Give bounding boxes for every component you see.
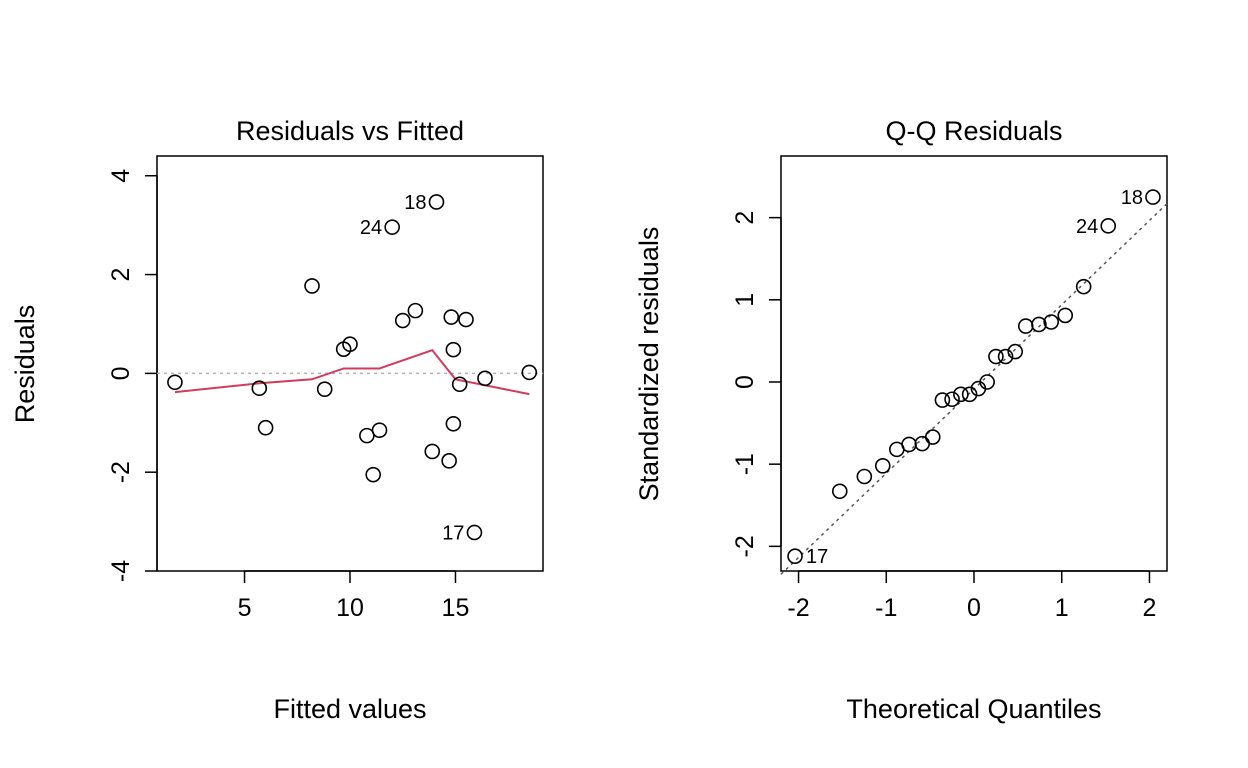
y-tick-label: 2 xyxy=(107,268,135,282)
data-point xyxy=(342,336,358,353)
panel1-points: 24 18 17 xyxy=(167,192,538,544)
data-point xyxy=(934,392,951,408)
data-point xyxy=(997,348,1014,365)
point-label: 17 xyxy=(442,522,464,544)
panel1-title: Residuals vs Fitted xyxy=(236,116,464,146)
x-tick-label: -1 xyxy=(875,594,897,622)
panel2-x-label: Theoretical Quantiles xyxy=(846,694,1101,724)
data-point xyxy=(1145,189,1161,205)
data-point xyxy=(924,429,941,445)
data-point xyxy=(384,219,400,235)
panel2-points: 17 24 18 xyxy=(787,187,1161,568)
data-point xyxy=(365,466,382,483)
panel2-x-axis: -2 -1 0 1 2 xyxy=(787,570,1157,622)
panel2-y-axis: -2 -1 0 1 2 xyxy=(731,211,782,557)
y-tick-label: -2 xyxy=(107,461,135,483)
data-point xyxy=(953,386,969,403)
data-point xyxy=(1007,343,1024,360)
panel1-frame xyxy=(156,155,544,572)
data-point xyxy=(466,524,483,541)
x-tick-label: 15 xyxy=(442,594,470,622)
panel2-y-label: Standardized residuals xyxy=(634,227,664,502)
data-point xyxy=(443,309,460,325)
panel1-smoother-line xyxy=(174,348,530,396)
data-point xyxy=(394,312,411,329)
x-tick-label: 2 xyxy=(1143,594,1157,622)
data-point xyxy=(1075,278,1092,295)
data-point xyxy=(445,415,462,432)
data-point xyxy=(167,374,183,391)
data-point xyxy=(1031,316,1047,333)
data-point xyxy=(874,458,891,474)
data-point xyxy=(477,370,493,387)
panel1-y-label: Residuals xyxy=(10,305,40,424)
data-point xyxy=(451,376,468,393)
data-point xyxy=(304,278,320,294)
y-tick-label: -4 xyxy=(107,560,135,582)
data-point xyxy=(901,436,917,453)
data-point xyxy=(944,391,960,408)
data-point xyxy=(251,380,268,397)
data-point xyxy=(458,311,474,328)
y-tick-label: 4 xyxy=(107,169,135,183)
y-tick-label: 0 xyxy=(731,375,759,389)
data-point xyxy=(856,468,873,485)
point-label: 18 xyxy=(1121,187,1143,209)
point-label: 24 xyxy=(1076,216,1098,238)
data-point xyxy=(1017,318,1034,334)
y-tick-label: 0 xyxy=(107,366,135,380)
x-tick-label: 0 xyxy=(967,594,981,622)
panel2-title: Q-Q Residuals xyxy=(885,116,1062,146)
data-point xyxy=(831,483,848,500)
data-point xyxy=(521,364,538,381)
x-tick-label: 10 xyxy=(336,594,364,622)
data-point xyxy=(441,453,457,469)
point-label: 24 xyxy=(360,217,382,239)
panel1-x-axis: 5 10 15 xyxy=(238,570,470,622)
data-point xyxy=(1043,314,1059,330)
x-tick-label: 1 xyxy=(1055,594,1069,622)
panel1-x-label: Fitted values xyxy=(273,694,426,724)
y-tick-label: -2 xyxy=(731,535,759,557)
point-label: 17 xyxy=(806,546,828,568)
data-point xyxy=(1100,218,1117,234)
data-point xyxy=(787,548,803,565)
data-point xyxy=(914,435,931,452)
data-point xyxy=(1057,307,1074,324)
x-tick-label: 5 xyxy=(238,594,252,622)
data-point xyxy=(359,427,375,444)
y-tick-label: -1 xyxy=(731,453,759,475)
data-point xyxy=(371,422,388,438)
point-label: 18 xyxy=(404,192,426,214)
data-point xyxy=(988,348,1004,365)
data-point xyxy=(407,302,424,319)
data-point xyxy=(424,443,441,460)
data-point xyxy=(979,374,995,390)
data-point xyxy=(316,381,333,397)
y-tick-label: 1 xyxy=(731,293,759,307)
panel1-y-axis: -4 -2 0 2 4 xyxy=(107,169,158,582)
data-point xyxy=(428,194,445,210)
y-tick-label: 2 xyxy=(731,211,759,225)
x-tick-label: -2 xyxy=(787,594,809,622)
data-point xyxy=(257,419,274,436)
qq-residuals-panel: Q-Q Residuals -2 -1 0 1 2 -2 -1 0 1 2 17 24 18 The… xyxy=(634,116,1168,724)
data-point xyxy=(445,341,462,358)
data-point xyxy=(961,386,978,403)
